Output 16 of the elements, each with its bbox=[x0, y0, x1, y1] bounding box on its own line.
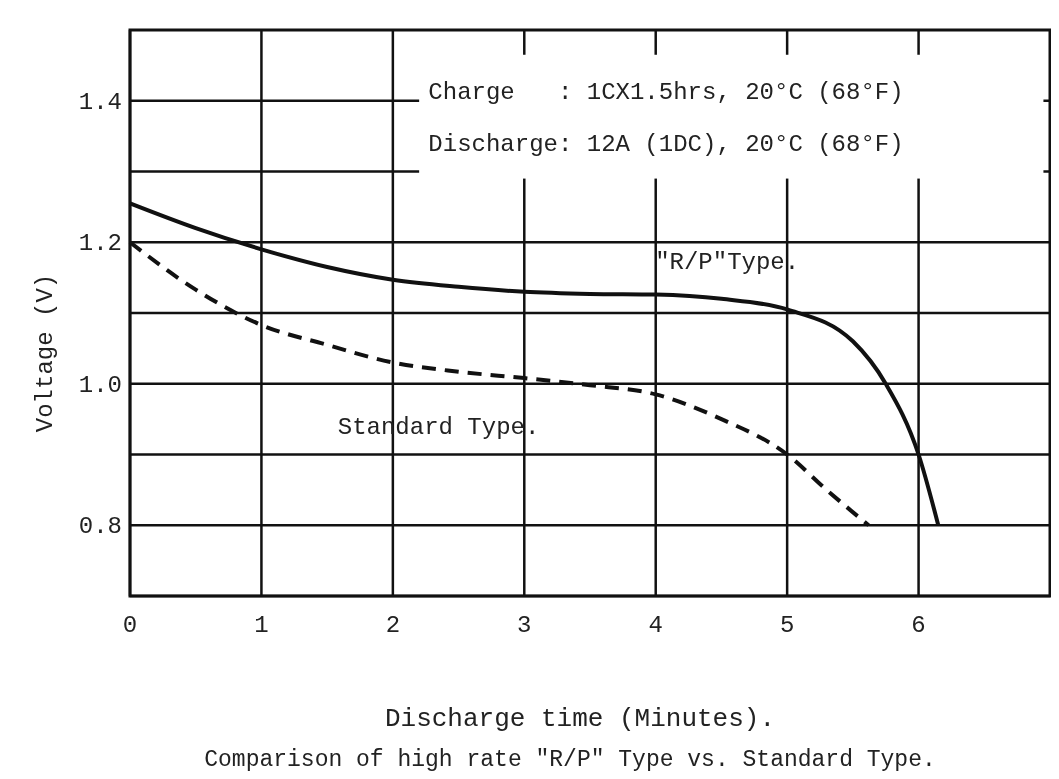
y-tick-label: 1.2 bbox=[78, 230, 122, 258]
x-tick-label: 6 bbox=[911, 612, 926, 639]
y-tick-label: 0.8 bbox=[78, 513, 122, 541]
y-tick-label: 1.4 bbox=[78, 88, 122, 116]
x-tick-label: 5 bbox=[779, 612, 795, 639]
x-tick-label: 2 bbox=[385, 612, 401, 639]
annotation: Discharge: 12A (1DC), 20°C (68°F) bbox=[428, 130, 904, 158]
x-tick-label: 4 bbox=[648, 612, 663, 639]
x-tick-label: 1 bbox=[254, 612, 269, 639]
y-tick-label: 1.0 bbox=[78, 371, 122, 399]
x-tick-label: 0 bbox=[122, 612, 138, 639]
text: Comparison of high rate "R/P" Type vs. Standard Type. bbox=[204, 747, 936, 773]
y-axis-title: Voltage (V) bbox=[32, 273, 59, 433]
x-tick-label: 3 bbox=[517, 612, 532, 639]
x-axis-title: Discharge time (Minutes). bbox=[384, 704, 776, 734]
annotation: Charge : 1CX1.5hrs, 20°C (68°F) bbox=[428, 78, 904, 106]
